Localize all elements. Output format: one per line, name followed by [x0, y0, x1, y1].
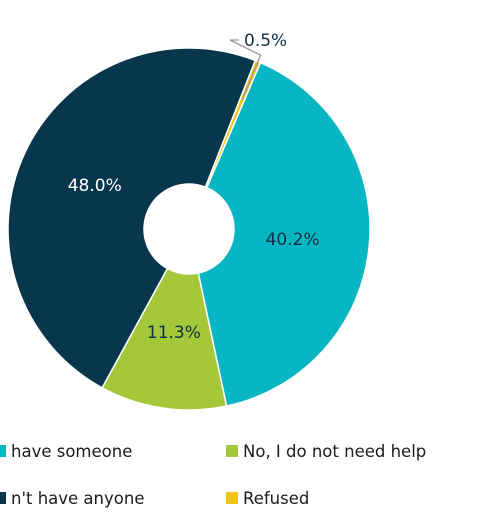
slice-no-i-need-help-but-don-t-have-anyone [7, 47, 257, 389]
slice-label-yes-i-have-someone: 40.2% [266, 230, 320, 250]
chart-legend: have someone n't have anyone No, I do no… [0, 438, 479, 508]
legend-item-yes-have-someone: have someone [0, 440, 132, 462]
legend-swatch-yes [0, 445, 6, 457]
slice-label-no-i-need-help-but-don-t-have-anyone: 48.0% [68, 176, 122, 196]
leader-line-refused [229, 39, 262, 101]
legend-label: No, I do not need help [243, 441, 427, 461]
legend-label: n't have anyone [11, 488, 145, 508]
legend-label: Refused [243, 488, 310, 508]
slice-label-refused: 0.5% [244, 31, 287, 51]
slice-label-no-i-do-not-need-help: 11.3% [147, 323, 201, 343]
legend-item-no-dont-have-anyone: n't have anyone [0, 487, 144, 509]
legend-swatch-refused [226, 492, 238, 504]
legend-swatch-no-anyone [0, 492, 6, 504]
slice-yes-i-have-someone [197, 61, 371, 407]
legend-label: have someone [11, 441, 133, 461]
legend-item-refused: Refused [226, 487, 309, 509]
slice-no-i-do-not-need-help [101, 267, 228, 411]
legend-swatch-no-need [226, 445, 238, 457]
legend-item-no-need-help: No, I do not need help [226, 440, 426, 462]
donut-chart-svg: 11.3% 48.0% 0.5% 40.2% [7, 31, 371, 411]
